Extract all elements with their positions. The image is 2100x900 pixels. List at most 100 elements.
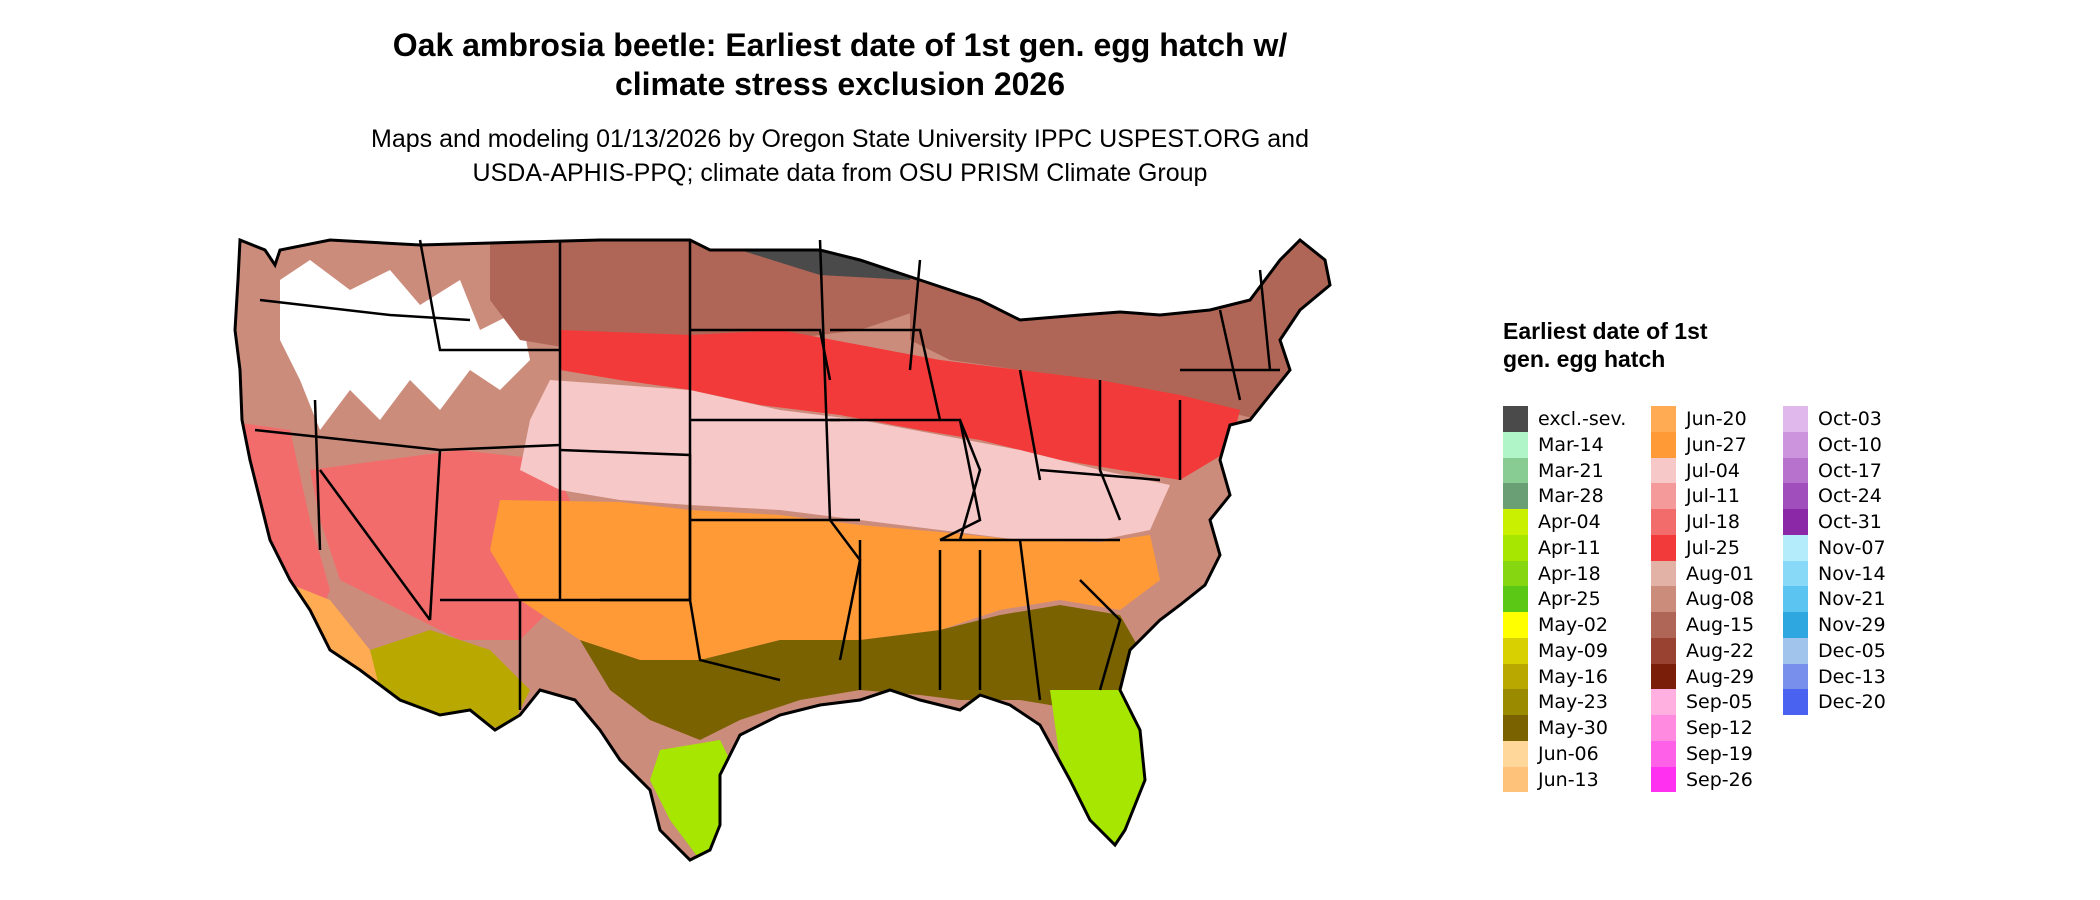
legend-label: Apr-11 — [1538, 536, 1601, 559]
legend-item: Nov-14 — [1783, 560, 1933, 587]
legend-swatch — [1503, 689, 1528, 715]
legend-item: Jun-27 — [1651, 431, 1801, 458]
border-plains-2 — [690, 328, 832, 381]
border-east-3 — [1039, 468, 1161, 482]
legend-swatch — [1651, 534, 1676, 561]
legend-label: Jul-11 — [1686, 485, 1740, 508]
legend-swatch — [1503, 406, 1528, 432]
legend-label: Apr-18 — [1538, 562, 1601, 585]
legend-swatch — [1503, 740, 1528, 767]
legend-item: Sep-12 — [1651, 715, 1801, 741]
legend-swatch — [1651, 431, 1676, 458]
legend-item: Aug-08 — [1651, 586, 1801, 612]
legend-swatch — [1503, 509, 1528, 535]
legend-item: Apr-11 — [1503, 534, 1653, 561]
legend-label: May-16 — [1538, 665, 1608, 688]
border-west-4 — [313, 399, 322, 551]
legend-item: Mar-21 — [1503, 457, 1653, 484]
legend-swatch — [1651, 457, 1676, 484]
legend-column-1: excl.-sev. Mar-14 Mar-21 Mar-28 Apr-04 Apr-11… — [1503, 406, 1653, 793]
legend-label: Aug-22 — [1686, 639, 1755, 662]
legend-item: Jul-25 — [1651, 534, 1801, 561]
legend-swatch — [1783, 637, 1808, 664]
legend-item: Jun-20 — [1651, 406, 1801, 432]
legend-label: Sep-19 — [1686, 742, 1753, 765]
legend-label: Oct-03 — [1818, 408, 1882, 430]
legend-swatch — [1651, 766, 1676, 793]
us-map-svg — [233, 238, 1332, 862]
legend-swatch — [1503, 560, 1528, 587]
legend-item: Oct-31 — [1783, 509, 1933, 535]
legend-swatch — [1503, 766, 1528, 793]
legend-swatch — [1503, 586, 1528, 612]
legend-label: Jun-06 — [1538, 742, 1599, 765]
legend-item: Jun-06 — [1503, 740, 1653, 767]
legend-column-3: Oct-03 Oct-10 Oct-17 Oct-24 Oct-31 Nov-07 Nov-… — [1783, 406, 1933, 715]
border-east-5 — [1218, 309, 1242, 401]
border-plains-6 — [818, 239, 862, 661]
map-fill-layer — [235, 240, 1330, 860]
legend-label: Oct-10 — [1818, 433, 1882, 456]
border-midwest-7 — [1018, 539, 1042, 701]
legend-swatch — [1651, 637, 1676, 664]
legend-swatch — [1651, 612, 1676, 638]
legend-label: Jun-20 — [1686, 408, 1747, 430]
legend-swatch — [1651, 406, 1676, 432]
border-midwest-1 — [830, 328, 942, 421]
border-west-3 — [428, 449, 442, 621]
region-lower-central-band — [520, 380, 1170, 540]
legend-swatch — [1503, 637, 1528, 664]
legend-item: Dec-13 — [1783, 663, 1933, 690]
legend-label: excl.-sev. — [1538, 408, 1627, 430]
us-map — [220, 220, 1480, 900]
legend-swatch — [1503, 483, 1528, 509]
legend-item: Nov-21 — [1783, 586, 1933, 612]
legend-label: Jun-27 — [1686, 433, 1747, 456]
legend-item: Nov-29 — [1783, 612, 1933, 638]
legend-item: Oct-10 — [1783, 431, 1933, 458]
border-west-5 — [318, 469, 432, 621]
legend-label: Nov-29 — [1818, 614, 1886, 636]
legend-swatch — [1503, 663, 1528, 690]
legend-swatch — [1783, 509, 1808, 535]
subtitle-line-2: USDA-APHIS-PPQ; climate data from OSU PR… — [472, 159, 1208, 187]
legend-label: Jun-13 — [1538, 768, 1599, 791]
legend-item: May-16 — [1503, 663, 1653, 690]
legend-label: Jul-04 — [1686, 459, 1740, 482]
legend-swatch — [1651, 560, 1676, 587]
legend-item: Jul-18 — [1651, 509, 1801, 535]
legend-label: Aug-15 — [1686, 614, 1755, 636]
legend-label: May-02 — [1538, 614, 1608, 636]
region-central-band — [560, 330, 1240, 480]
legend-item: Sep-19 — [1651, 740, 1801, 767]
legend-label: Aug-01 — [1686, 562, 1755, 585]
legend-item: Dec-05 — [1783, 637, 1933, 664]
legend-label: May-30 — [1538, 717, 1608, 739]
legend-item: May-09 — [1503, 637, 1653, 664]
legend-title: Earliest date of 1st gen. egg hatch — [1503, 318, 1708, 372]
legend-swatch — [1651, 586, 1676, 612]
border-east-4 — [1079, 579, 1122, 691]
legend-swatch — [1651, 483, 1676, 509]
legend-label: Sep-12 — [1686, 717, 1753, 739]
legend-swatch — [1503, 431, 1528, 458]
legend-label: Dec-05 — [1818, 639, 1886, 662]
legend-swatch — [1503, 715, 1528, 741]
border-midwest-2 — [830, 418, 982, 541]
legend-swatch — [1651, 663, 1676, 690]
legend-label: May-23 — [1538, 691, 1608, 714]
legend-label: Mar-28 — [1538, 485, 1604, 508]
legend-label: Apr-25 — [1538, 588, 1601, 611]
legend-item: Jun-13 — [1503, 766, 1653, 793]
legend-item: May-23 — [1503, 689, 1653, 715]
legend-item: May-02 — [1503, 612, 1653, 638]
legend-swatch — [1783, 663, 1808, 690]
legend-item: Apr-04 — [1503, 509, 1653, 535]
legend-item: Apr-18 — [1503, 560, 1653, 587]
legend-swatch — [1651, 509, 1676, 535]
border-east-1 — [1098, 380, 1122, 521]
region-northwest-high-elevation — [280, 260, 530, 430]
legend-swatch — [1783, 406, 1808, 432]
legend-label: Aug-08 — [1686, 588, 1755, 611]
legend-label: Dec-20 — [1818, 691, 1886, 714]
